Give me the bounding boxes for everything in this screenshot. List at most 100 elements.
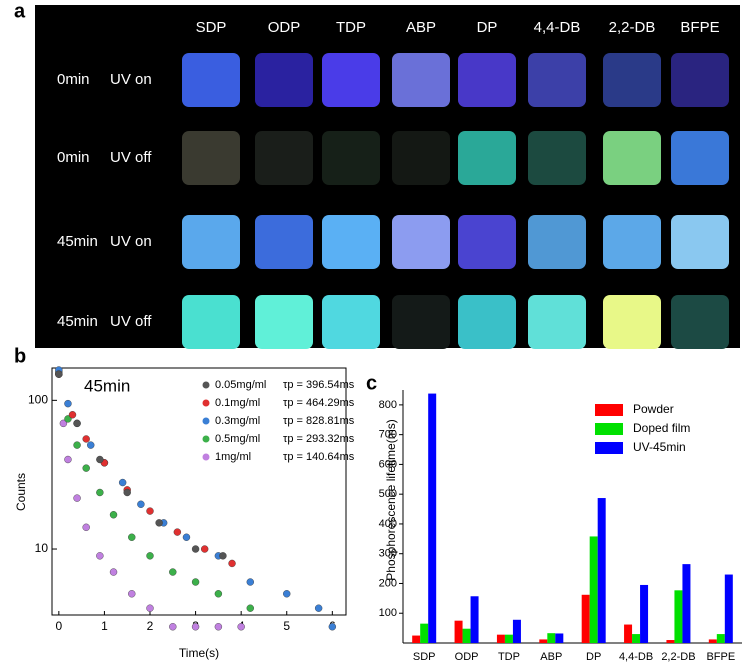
bar	[412, 635, 421, 643]
sample-square	[182, 295, 240, 349]
y-tick-label: 300	[379, 548, 397, 560]
legend-marker	[202, 435, 210, 443]
data-point	[59, 419, 68, 428]
column-header: ODP	[268, 19, 301, 36]
column-header: 2,2-DB	[609, 19, 656, 36]
y-tick-label: 700	[379, 429, 397, 441]
sample-square	[458, 131, 516, 185]
column-header: BFPE	[680, 19, 719, 36]
bar	[624, 624, 633, 643]
column-header: TDP	[336, 19, 366, 36]
panel-label: a	[14, 0, 26, 22]
row-time: 45min	[57, 233, 98, 250]
data-point	[64, 415, 72, 423]
legend-swatch	[595, 404, 623, 416]
data-point	[96, 488, 104, 497]
data-point	[123, 488, 131, 497]
legend-lifetime: τp = 293.32ms	[283, 433, 355, 445]
legend-name: Doped film	[633, 421, 690, 435]
legend-marker	[202, 381, 210, 389]
data-point	[228, 559, 236, 568]
bar	[420, 623, 429, 643]
legend-name: Powder	[633, 402, 674, 416]
data-point	[73, 494, 81, 502]
data-point	[246, 578, 254, 586]
x-tick-label: 5	[283, 619, 290, 633]
legend-marker	[202, 453, 210, 461]
data-point	[173, 528, 182, 536]
data-point	[82, 435, 90, 443]
data-point	[214, 623, 223, 631]
data-point	[200, 545, 209, 553]
row-uv: UV on	[110, 71, 152, 88]
sample-square	[528, 131, 586, 185]
sample-square	[528, 295, 586, 349]
bar	[581, 594, 590, 643]
data-point	[87, 441, 95, 449]
bar	[547, 633, 556, 643]
y-tick-label: 600	[379, 458, 397, 470]
data-point	[219, 552, 227, 560]
data-point	[214, 590, 223, 598]
x-tick-label: TDP	[498, 651, 520, 663]
row-time: 0min	[57, 149, 90, 166]
bar	[708, 639, 717, 643]
data-point	[155, 519, 163, 527]
data-point	[283, 590, 291, 598]
data-point	[137, 500, 145, 508]
legend-marker	[202, 399, 210, 407]
column-header: ABP	[406, 19, 436, 36]
sample-square	[255, 53, 313, 107]
y-tick-label: 10	[35, 541, 49, 555]
x-tick-label: 2,2-DB	[661, 651, 695, 663]
data-point	[118, 478, 127, 487]
sample-square	[255, 131, 313, 185]
bar	[716, 634, 725, 643]
sample-square	[603, 215, 661, 269]
legend-name: 0.5mg/ml	[215, 433, 260, 445]
data-point	[73, 441, 81, 449]
legend-name: UV-45min	[633, 440, 686, 454]
row-time: 0min	[57, 71, 90, 88]
data-point	[82, 523, 90, 531]
data-point	[169, 623, 177, 631]
sample-square	[671, 295, 729, 349]
bar	[589, 536, 598, 643]
data-point	[109, 568, 118, 576]
bar	[666, 640, 675, 643]
sample-square	[603, 131, 661, 185]
data-point	[191, 578, 200, 586]
column-header: SDP	[196, 19, 227, 36]
sample-square	[322, 131, 380, 185]
data-point	[146, 552, 154, 560]
sample-square	[392, 53, 450, 107]
bar	[632, 634, 641, 643]
legend-lifetime: τp = 140.64ms	[283, 451, 355, 463]
sample-square	[322, 295, 380, 349]
sample-square	[603, 53, 661, 107]
data-point	[64, 455, 72, 464]
data-point	[237, 623, 245, 631]
x-tick-label: 0	[55, 619, 62, 633]
data-point	[55, 370, 63, 378]
sample-square	[322, 215, 380, 269]
panel-label: b	[14, 345, 26, 367]
legend-name: 0.1mg/ml	[215, 397, 260, 409]
sample-square	[392, 131, 450, 185]
sample-square	[392, 215, 450, 269]
sample-square	[458, 53, 516, 107]
sample-square	[392, 295, 450, 349]
legend-lifetime: τp = 396.54ms	[283, 379, 355, 391]
legend-swatch	[595, 423, 623, 435]
data-point	[128, 590, 136, 598]
sample-square	[458, 215, 516, 269]
legend-lifetime: τp = 464.29ms	[283, 397, 355, 409]
data-point	[314, 604, 323, 612]
bar	[428, 393, 437, 643]
panel-label: c	[366, 372, 377, 394]
sample-square	[182, 215, 240, 269]
data-point	[73, 419, 81, 428]
sample-square	[603, 295, 661, 349]
sample-square	[458, 295, 516, 349]
column-header: 4,4-DB	[534, 19, 581, 36]
